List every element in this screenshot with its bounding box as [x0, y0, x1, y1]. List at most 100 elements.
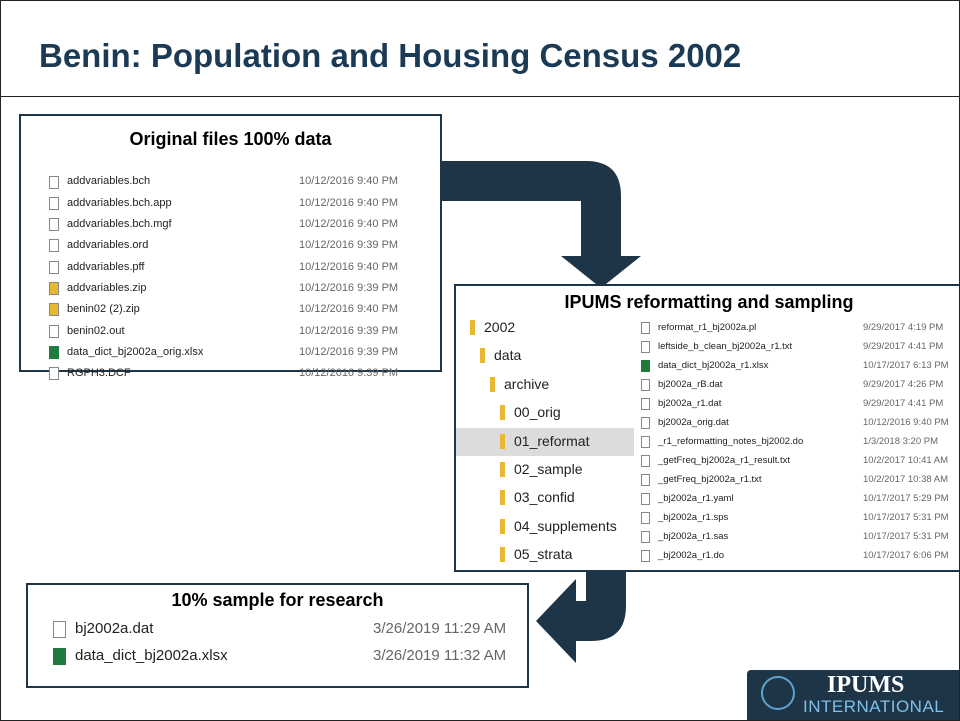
- file-date: 10/12/2016 9:40 PM: [299, 175, 399, 188]
- file-date: 10/17/2017 6:06 PM: [863, 550, 949, 562]
- file-date: 10/12/2016 9:40 PM: [863, 417, 949, 429]
- title-bar: [1, 1, 959, 97]
- file-name: data_dict_bj2002a_orig.xlsx: [67, 345, 204, 358]
- file-date: 10/12/2016 9:39 PM: [299, 345, 399, 358]
- file-icon: [49, 303, 59, 317]
- panel-title: 10% sample for research: [171, 590, 384, 610]
- file-date: 3/26/2019 11:32 AM: [373, 647, 507, 664]
- file-icon: [49, 367, 59, 381]
- file-date: 10/12/2016 9:39 PM: [299, 367, 399, 380]
- file-date: 10/12/2016 9:39 PM: [299, 281, 399, 294]
- file-date: 9/29/2017 4:19 PM: [863, 322, 944, 334]
- file-name: _bj2002a_r1.do: [658, 550, 725, 562]
- folder-icon: [500, 490, 505, 506]
- file-name: bj2002a.dat: [75, 620, 154, 637]
- file-name: _bj2002a_r1.sps: [658, 512, 729, 524]
- original-panel: Original files 100% data addvariables.bc…: [19, 114, 442, 381]
- folder-name: 03_confid: [514, 489, 575, 506]
- file-name: _bj2002a_r1.sas: [658, 531, 729, 543]
- file-icon: [641, 455, 650, 467]
- folder-icon: [500, 518, 505, 534]
- file-icon: [641, 360, 650, 372]
- file-name: _getFreq_bj2002a_r1_result.txt: [658, 455, 791, 467]
- file-name: benin02 (2).zip: [67, 303, 140, 316]
- folder-name: 02_sample: [514, 461, 583, 477]
- file-name: addvariables.bch.app: [67, 196, 172, 209]
- folder-icon: [500, 433, 505, 449]
- file-icon: [49, 175, 59, 189]
- file-icon: [641, 531, 650, 543]
- file-date: 1/3/2018 3:20 PM: [863, 436, 938, 448]
- arrow: [441, 161, 641, 288]
- file-name: _r1_reformatting_notes_bj2002.do: [658, 436, 804, 448]
- file-icon: [49, 260, 59, 274]
- file-icon: [641, 322, 650, 334]
- file-date: 10/2/2017 10:41 AM: [863, 455, 949, 467]
- selected-row: [456, 427, 634, 456]
- folder-icon: [500, 547, 505, 563]
- panel-title: IPUMS reformatting and sampling: [564, 292, 854, 312]
- panel-title: Original files 100% data: [129, 129, 332, 149]
- file-name: bj2002a_orig.dat: [658, 417, 729, 429]
- folder-icon: [470, 320, 475, 335]
- file-date: 9/29/2017 4:41 PM: [863, 341, 944, 353]
- file-icon: [49, 196, 59, 210]
- file-name: bj2002a_r1.dat: [658, 398, 722, 410]
- file-icon: [49, 218, 59, 232]
- file-name: reformat_r1_bj2002a.pl: [658, 322, 757, 334]
- file-icon: [53, 620, 66, 638]
- sample-panel: 10% sample for research bj2002a.dat 3/26/…: [26, 583, 529, 688]
- file-date: 10/12/2016 9:40 PM: [299, 196, 399, 209]
- file-name: bj2002a_rB.dat: [658, 379, 723, 391]
- file-name: addvariables.zip: [67, 281, 147, 294]
- file-icon: [49, 282, 59, 295]
- file-date: 10/17/2017 5:31 PM: [863, 512, 949, 524]
- file-icon: [641, 512, 650, 524]
- file-icon: [641, 417, 650, 429]
- file-date: 10/2/2017 10:38 AM: [863, 474, 949, 486]
- file-icon: [641, 341, 650, 353]
- file-date: 10/12/2016 9:40 PM: [299, 218, 399, 230]
- file-icon: [641, 398, 650, 410]
- file-date: 10/17/2017 5:29 PM: [863, 493, 949, 505]
- file-icon: [49, 324, 59, 338]
- file-date: 9/29/2017 4:41 PM: [863, 398, 944, 410]
- logo-sub: INTERNATIONAL: [803, 697, 945, 716]
- file-date: 10/12/2016 9:39 PM: [299, 239, 399, 252]
- file-name: _bj2002a_r1.yaml: [658, 493, 734, 505]
- folder-icon: [500, 405, 505, 421]
- file-icon: [53, 647, 66, 665]
- file-name: data_dict_bj2002a_r1.xlsx: [658, 360, 769, 372]
- file-icon: [49, 345, 59, 359]
- folder-icon: [480, 348, 485, 364]
- file-name: leftside_b_clean_bj2002a_r1.txt: [658, 341, 793, 353]
- file-icon: [49, 239, 59, 253]
- logo-main: IPUMS: [827, 672, 905, 698]
- folder-name: 00_orig: [514, 404, 561, 421]
- file-name: addvariables.pff: [67, 260, 145, 273]
- file-name: addvariables.bch: [67, 175, 151, 188]
- file-name: benin02.out: [67, 324, 125, 337]
- slide-title: Benin: Population and Housing Census 200…: [39, 37, 742, 74]
- file-date: 10/17/2017 5:31 PM: [863, 531, 949, 543]
- file-date: 3/26/2019 11:29 AM: [373, 620, 507, 637]
- file-icon: [641, 436, 650, 448]
- reformat-panel: IPUMS reformatting and sampling reformat…: [454, 284, 959, 572]
- file-date: 10/12/2016 9:39 PM: [299, 324, 399, 337]
- file-date: 10/12/2016 9:40 PM: [299, 303, 399, 316]
- logo: IPUMS INTERNATIONAL: [747, 670, 959, 720]
- file-name: _getFreq_bj2002a_r1.txt: [658, 474, 762, 486]
- file-name: data_dict_bj2002a.xlsx: [75, 647, 228, 664]
- file-icon: [641, 493, 650, 505]
- file-name: addvariables.bch.mgf: [67, 218, 172, 230]
- file-icon: [641, 379, 650, 391]
- folder-name: archive: [504, 375, 550, 392]
- logo-globe: [761, 676, 795, 710]
- folder-name: data: [494, 347, 522, 364]
- folder-name: 04_supplements: [514, 517, 617, 534]
- folder-icon: [490, 376, 495, 392]
- folder-name: 01_reformat: [514, 432, 590, 449]
- file-icon: [641, 474, 650, 486]
- folder-name: 2002: [484, 319, 516, 335]
